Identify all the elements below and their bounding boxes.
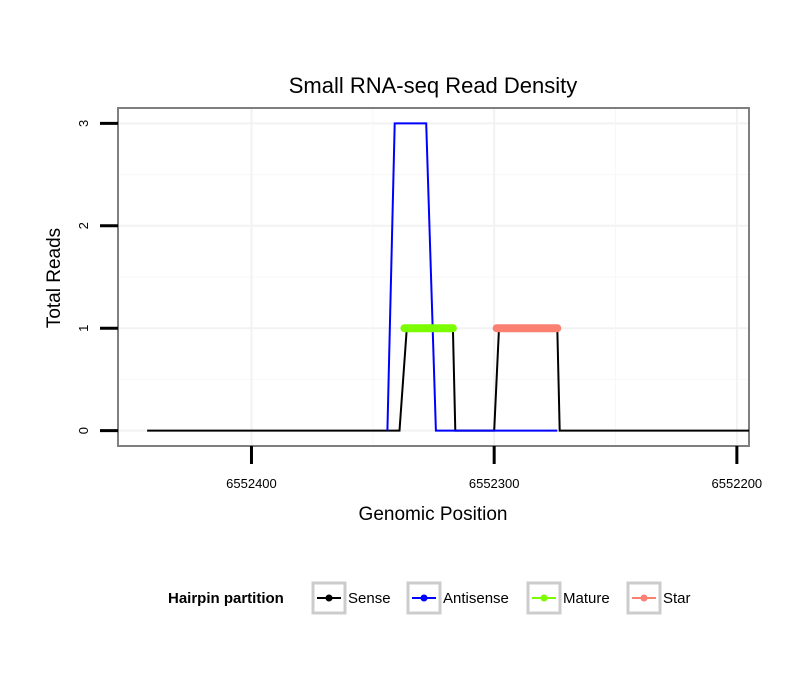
- y-tick-label: 0: [76, 427, 91, 434]
- legend-dot-mature: [540, 594, 548, 602]
- grid: [118, 108, 749, 446]
- legend-label-antisense: Antisense: [443, 590, 509, 607]
- y-tick-label: 2: [76, 222, 91, 229]
- axes: 6552400 6552300 6552200 0 1 2 3: [76, 120, 762, 491]
- legend-dot-star: [640, 594, 648, 602]
- legend: Hairpin partition Sense Antisense Mature St…: [168, 581, 691, 615]
- series-layer: [147, 122, 749, 432]
- panel-border: [117, 107, 750, 447]
- chart-title: Small RNA-seq Read Density: [289, 73, 578, 98]
- x-tick-label: 6552300: [469, 476, 520, 491]
- legend-label-sense: Sense: [348, 590, 391, 607]
- y-tick-label: 3: [76, 120, 91, 127]
- y-tick-label: 1: [76, 325, 91, 332]
- x-tick-label: 6552200: [712, 476, 763, 491]
- y-axis-title: Total Reads: [44, 228, 65, 328]
- x-axis-title: Genomic Position: [359, 504, 508, 525]
- series-antisense-line: [386, 122, 558, 432]
- x-tick-label: 6552400: [226, 476, 277, 491]
- legend-dot-sense: [325, 594, 333, 602]
- legend-dot-antisense: [420, 594, 428, 602]
- legend-label-star: Star: [663, 590, 691, 607]
- legend-title: Hairpin partition: [168, 590, 284, 607]
- legend-label-mature: Mature: [563, 590, 610, 607]
